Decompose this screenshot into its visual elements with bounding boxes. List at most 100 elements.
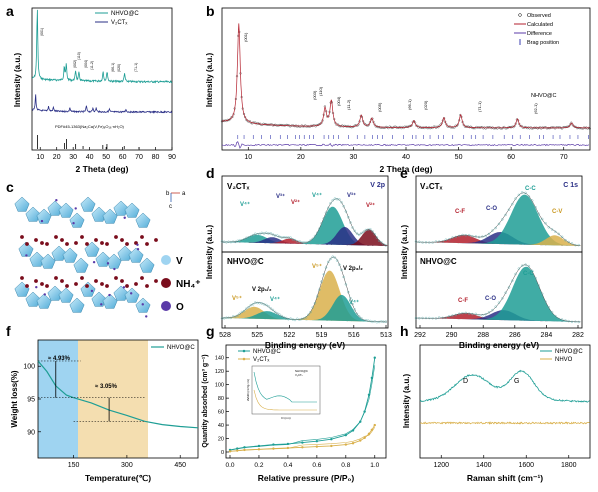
panel-g-point: [373, 356, 376, 359]
panel-d-top-data-point: [273, 234, 277, 237]
panel-b-tick-label: 10: [244, 154, 252, 161]
panel-e-top-data-point: [431, 241, 434, 244]
panel-b-ylabel: Intensity (a.u.): [205, 53, 214, 108]
panel-e-top-data-point: [570, 242, 574, 245]
panel-d-tick-label: 519: [316, 332, 328, 339]
panel-h-frame: [419, 344, 591, 459]
panel-d-bottom-data-point: [267, 305, 270, 308]
panel-f-region-2: [78, 340, 148, 458]
panel-e-bottom-data-point: [481, 314, 484, 317]
panel-a-peak-label-71-1: (71-1): [134, 63, 138, 72]
panel-g-point: [370, 428, 374, 431]
panel-e-bottom-data-point: [444, 316, 448, 319]
panel-g-point: [367, 432, 371, 436]
panel-b-observed-point: [580, 127, 583, 130]
panel-d-top-data-point: [360, 231, 363, 235]
panel-d-top-data-point: [318, 227, 321, 230]
panel-d-bottom-data-point: [245, 307, 248, 310]
panel-d-bottom-data-point: [342, 275, 345, 279]
panel-d-top-data-point: [338, 198, 341, 201]
vo6-octahedron: [29, 251, 45, 267]
panel-c-legend-o: O: [176, 302, 184, 313]
panel-e-top-data-point: [461, 233, 464, 237]
oxygen-atom: [40, 219, 44, 223]
panel-e-top-label-cv: C-V: [552, 209, 562, 215]
panel-b-peak-005: (005): [377, 102, 382, 112]
panel-h-ticks: 1200 1400 1600 1800: [433, 455, 577, 469]
panel-g-point: [370, 376, 374, 380]
panel-e-bottom-title: NHVO@C: [420, 257, 457, 266]
panel-f-tick-label: 450: [174, 462, 186, 469]
panel-g-inset-nhvo-curve: [253, 371, 317, 403]
panel-e-top-data-point: [434, 240, 438, 243]
panel-e-top-data-point: [564, 239, 567, 242]
vo6-octahedron: [135, 212, 151, 228]
panel-d-bottom-data-point: [377, 320, 381, 324]
panel-g-tick-label: 40: [218, 423, 224, 429]
panel-e-top-data-point: [560, 235, 564, 238]
oxygen-atom: [145, 315, 148, 318]
panel-g-tick-label: 0.2: [254, 462, 263, 469]
panel-e-bottom-data-point: [458, 312, 461, 315]
panel-d-top-data-point: [335, 198, 339, 201]
panel-d-bottom-data-point: [351, 303, 354, 306]
panel-g-point: [286, 442, 290, 446]
panel-b-legend-2: Calculated: [527, 22, 553, 28]
panel-d-top-data-point: [265, 231, 268, 234]
panel-f-ticks: 150 300 450 90 95 100: [23, 364, 186, 469]
panel-d-top-data-point: [234, 240, 237, 244]
panel-b-observed-point: [424, 126, 427, 129]
vo6-octahedron: [95, 251, 111, 267]
panel-h-xlabel: Raman shift (cm⁻¹): [467, 473, 543, 483]
nh4-ion: [20, 276, 24, 280]
nh4-ion: [105, 242, 109, 246]
panel-a-peak-label-110: (110): [77, 52, 81, 60]
panel-d-bottom-label-v5a: V⁵⁺: [232, 295, 242, 302]
vo6-octahedron: [58, 202, 74, 218]
panel-d-bottom-data-point: [362, 319, 365, 322]
panel-c-legend-nh4-swatch: [161, 278, 171, 288]
panel-e-top-data-point: [567, 240, 570, 244]
panel-d-bottom-data-point: [349, 296, 352, 300]
panel-d-bottom-data-point: [282, 316, 286, 319]
panel-b-observed-point: [282, 124, 285, 127]
panel-b-legend-4: Brag position: [527, 40, 559, 46]
panel-d-tick-label: 528: [219, 332, 231, 339]
panel-f-tick-label: 150: [68, 462, 80, 469]
panel-g-point: [359, 439, 362, 442]
panel-b-tick-label: 60: [507, 154, 515, 161]
panel-d-bottom-data-point: [280, 314, 283, 318]
panel-e-bottom-data-point: [448, 315, 451, 318]
panel-d-top-data-point: [322, 217, 325, 220]
panel-a-nhvo-curve: [32, 9, 173, 84]
panel-d-top-label-v3b: V³⁺: [347, 192, 356, 199]
vo6-octahedron: [91, 291, 107, 307]
panel-e-top-data-point: [458, 234, 461, 238]
panel-e-top-label-cf: C-F: [455, 209, 465, 215]
panel-e-bottom-data-point: [454, 313, 457, 317]
panel-d-top-data-point: [251, 233, 255, 237]
panel-d-corner-label: V 2p: [370, 182, 385, 189]
panel-d-top-data-point: [353, 229, 356, 232]
panel-d-bottom-component: [222, 294, 388, 322]
panel-e-top-data-point: [554, 230, 557, 233]
panel-e-bottom-data-point: [514, 272, 517, 276]
panel-e-top-data-point: [471, 235, 474, 238]
panel-h-tick-label: 1400: [476, 462, 492, 469]
panel-e-top-data-point: [501, 218, 504, 221]
panel-e-top-data-point: [444, 238, 448, 241]
panel-e-top-data-point: [454, 235, 457, 239]
panel-g: g 0.0 0.2 0.4 0.6 0.8 1.0 0 20 40 60 80 100 120 140 N…: [202, 323, 387, 483]
panel-d-bottom-title: NHVO@C: [227, 257, 264, 266]
panel-d-top-data-point: [220, 240, 224, 243]
panel-e-top-data-points: [414, 191, 580, 247]
panel-h-band-g: G: [514, 378, 519, 385]
panel-d-top-data-point: [238, 239, 241, 242]
panel-d-bottom-data-point: [316, 295, 319, 298]
panel-d-bottom-data-point: [347, 290, 350, 294]
panel-b-peak-66-1: (66-1): [407, 99, 412, 110]
panel-d-top-data-point: [287, 236, 290, 239]
panel-e-top-title: V₂CTₓ: [420, 182, 443, 191]
panel-e-tick-label: 288: [477, 332, 489, 339]
